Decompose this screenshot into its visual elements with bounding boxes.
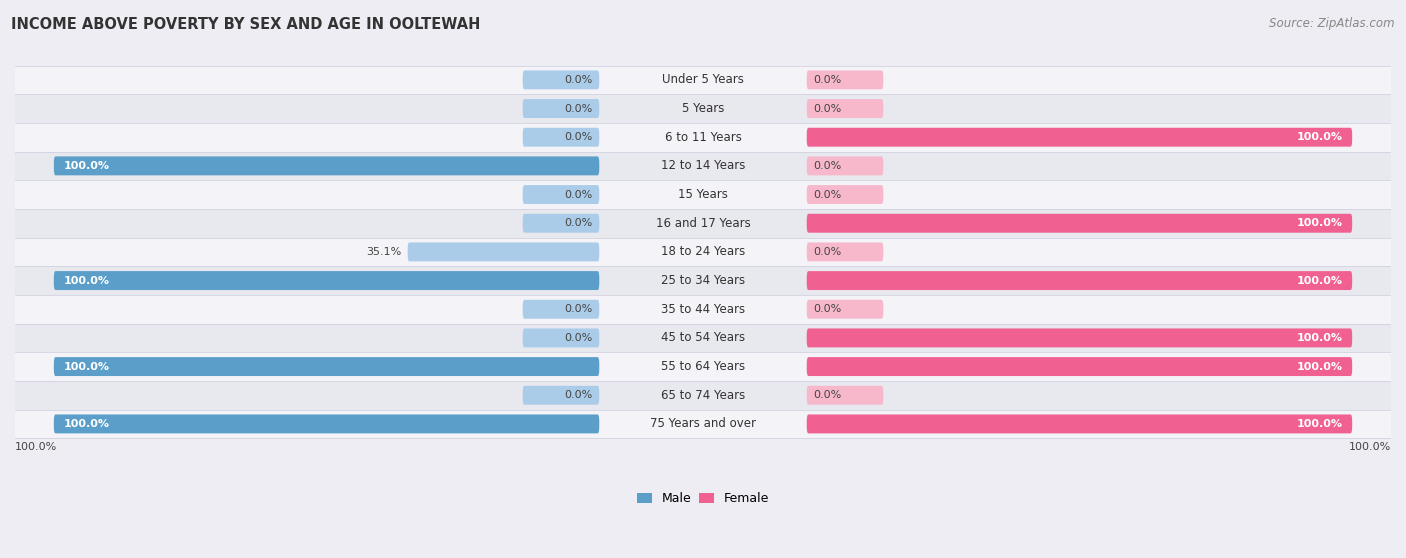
Text: 0.0%: 0.0% xyxy=(564,104,593,113)
Text: 100.0%: 100.0% xyxy=(1296,276,1343,286)
Bar xyxy=(15,410,1391,438)
Text: 0.0%: 0.0% xyxy=(813,161,842,171)
FancyBboxPatch shape xyxy=(523,99,599,118)
Text: 65 to 74 Years: 65 to 74 Years xyxy=(661,389,745,402)
Bar xyxy=(15,381,1391,410)
FancyBboxPatch shape xyxy=(807,128,1353,147)
Text: 35 to 44 Years: 35 to 44 Years xyxy=(661,303,745,316)
Bar xyxy=(15,94,1391,123)
Bar xyxy=(15,238,1391,266)
FancyBboxPatch shape xyxy=(807,357,1353,376)
Text: 75 Years and over: 75 Years and over xyxy=(650,417,756,430)
Bar xyxy=(15,65,1391,94)
FancyBboxPatch shape xyxy=(807,214,1353,233)
Text: 100.0%: 100.0% xyxy=(1296,218,1343,228)
FancyBboxPatch shape xyxy=(807,70,883,89)
Text: 0.0%: 0.0% xyxy=(564,218,593,228)
Bar xyxy=(15,123,1391,152)
Bar xyxy=(15,209,1391,238)
Text: 100.0%: 100.0% xyxy=(63,419,110,429)
Text: Source: ZipAtlas.com: Source: ZipAtlas.com xyxy=(1270,17,1395,30)
Text: 25 to 34 Years: 25 to 34 Years xyxy=(661,274,745,287)
Text: 0.0%: 0.0% xyxy=(564,333,593,343)
FancyBboxPatch shape xyxy=(807,329,1353,348)
FancyBboxPatch shape xyxy=(523,128,599,147)
FancyBboxPatch shape xyxy=(53,357,599,376)
FancyBboxPatch shape xyxy=(807,99,883,118)
Bar xyxy=(15,180,1391,209)
Text: 0.0%: 0.0% xyxy=(813,190,842,200)
FancyBboxPatch shape xyxy=(53,156,599,175)
Text: 0.0%: 0.0% xyxy=(813,75,842,85)
Text: 100.0%: 100.0% xyxy=(63,276,110,286)
Text: 45 to 54 Years: 45 to 54 Years xyxy=(661,331,745,344)
Text: 0.0%: 0.0% xyxy=(564,190,593,200)
FancyBboxPatch shape xyxy=(807,242,883,261)
Text: 18 to 24 Years: 18 to 24 Years xyxy=(661,246,745,258)
Text: 100.0%: 100.0% xyxy=(15,442,58,453)
Bar xyxy=(15,352,1391,381)
FancyBboxPatch shape xyxy=(523,300,599,319)
Text: 35.1%: 35.1% xyxy=(366,247,401,257)
FancyBboxPatch shape xyxy=(408,242,599,261)
Text: 100.0%: 100.0% xyxy=(63,362,110,372)
Text: 100.0%: 100.0% xyxy=(63,161,110,171)
FancyBboxPatch shape xyxy=(53,271,599,290)
Text: 15 Years: 15 Years xyxy=(678,188,728,201)
Text: 100.0%: 100.0% xyxy=(1296,362,1343,372)
Text: 6 to 11 Years: 6 to 11 Years xyxy=(665,131,741,144)
FancyBboxPatch shape xyxy=(807,156,883,175)
Text: INCOME ABOVE POVERTY BY SEX AND AGE IN OOLTEWAH: INCOME ABOVE POVERTY BY SEX AND AGE IN O… xyxy=(11,17,481,32)
Text: 55 to 64 Years: 55 to 64 Years xyxy=(661,360,745,373)
Bar xyxy=(15,266,1391,295)
FancyBboxPatch shape xyxy=(807,300,883,319)
Text: 0.0%: 0.0% xyxy=(813,247,842,257)
Text: 100.0%: 100.0% xyxy=(1296,333,1343,343)
FancyBboxPatch shape xyxy=(807,386,883,405)
FancyBboxPatch shape xyxy=(523,386,599,405)
Text: 0.0%: 0.0% xyxy=(813,104,842,113)
FancyBboxPatch shape xyxy=(807,185,883,204)
Text: 100.0%: 100.0% xyxy=(1348,442,1391,453)
FancyBboxPatch shape xyxy=(523,329,599,348)
Text: 16 and 17 Years: 16 and 17 Years xyxy=(655,217,751,230)
Text: 0.0%: 0.0% xyxy=(564,304,593,314)
Text: Under 5 Years: Under 5 Years xyxy=(662,73,744,86)
FancyBboxPatch shape xyxy=(523,185,599,204)
Text: 12 to 14 Years: 12 to 14 Years xyxy=(661,160,745,172)
Text: 0.0%: 0.0% xyxy=(813,390,842,400)
Legend: Male, Female: Male, Female xyxy=(631,487,775,510)
Bar xyxy=(15,324,1391,352)
FancyBboxPatch shape xyxy=(523,70,599,89)
Text: 0.0%: 0.0% xyxy=(564,390,593,400)
Text: 100.0%: 100.0% xyxy=(1296,419,1343,429)
Text: 0.0%: 0.0% xyxy=(813,304,842,314)
Text: 0.0%: 0.0% xyxy=(564,132,593,142)
Bar xyxy=(15,152,1391,180)
Bar xyxy=(15,295,1391,324)
FancyBboxPatch shape xyxy=(53,415,599,434)
Text: 100.0%: 100.0% xyxy=(1296,132,1343,142)
FancyBboxPatch shape xyxy=(523,214,599,233)
Text: 5 Years: 5 Years xyxy=(682,102,724,115)
FancyBboxPatch shape xyxy=(807,271,1353,290)
Text: 0.0%: 0.0% xyxy=(564,75,593,85)
FancyBboxPatch shape xyxy=(807,415,1353,434)
